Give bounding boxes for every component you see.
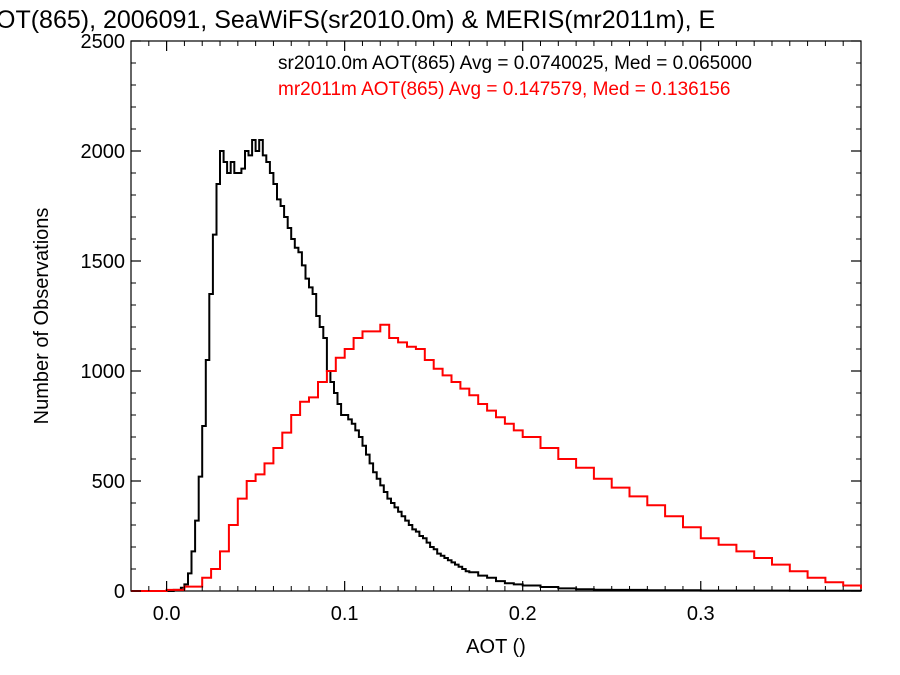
y-tick-label: 500	[92, 471, 125, 493]
x-tick-label: 0.2	[509, 603, 537, 625]
x-tick-label: 0.3	[687, 603, 715, 625]
x-tick-label: 0.1	[331, 603, 359, 625]
y-tick-label: 2000	[81, 141, 126, 163]
y-axis-label: Number of Observations	[31, 208, 53, 425]
x-tick-label: 0.0	[153, 603, 181, 625]
y-tick-label: 1000	[81, 361, 126, 383]
plot-area	[130, 40, 862, 592]
plot-frame	[130, 40, 862, 592]
annotation-sr2010: sr2010.0m AOT(865) Avg = 0.0740025, Med …	[278, 53, 752, 74]
y-tick-label: 0	[114, 581, 125, 603]
y-tick-label: 1500	[81, 251, 126, 273]
y-axis: 0 500 1000 1500 2000 2500	[81, 31, 861, 603]
chart-title: OT(865), 2006091, SeaWiFS(sr2010.0m) & M…	[0, 6, 715, 34]
x-axis: 0.0 0.1 0.2 0.3	[148, 41, 844, 625]
annotation-mr2011: mr2011m AOT(865) Avg = 0.147579, Med = 0…	[278, 79, 730, 100]
series-1-line	[131, 323, 862, 592]
series-0-line	[131, 139, 862, 592]
y-tick-label: 2500	[81, 31, 126, 53]
x-axis-label: AOT ()	[466, 636, 526, 658]
